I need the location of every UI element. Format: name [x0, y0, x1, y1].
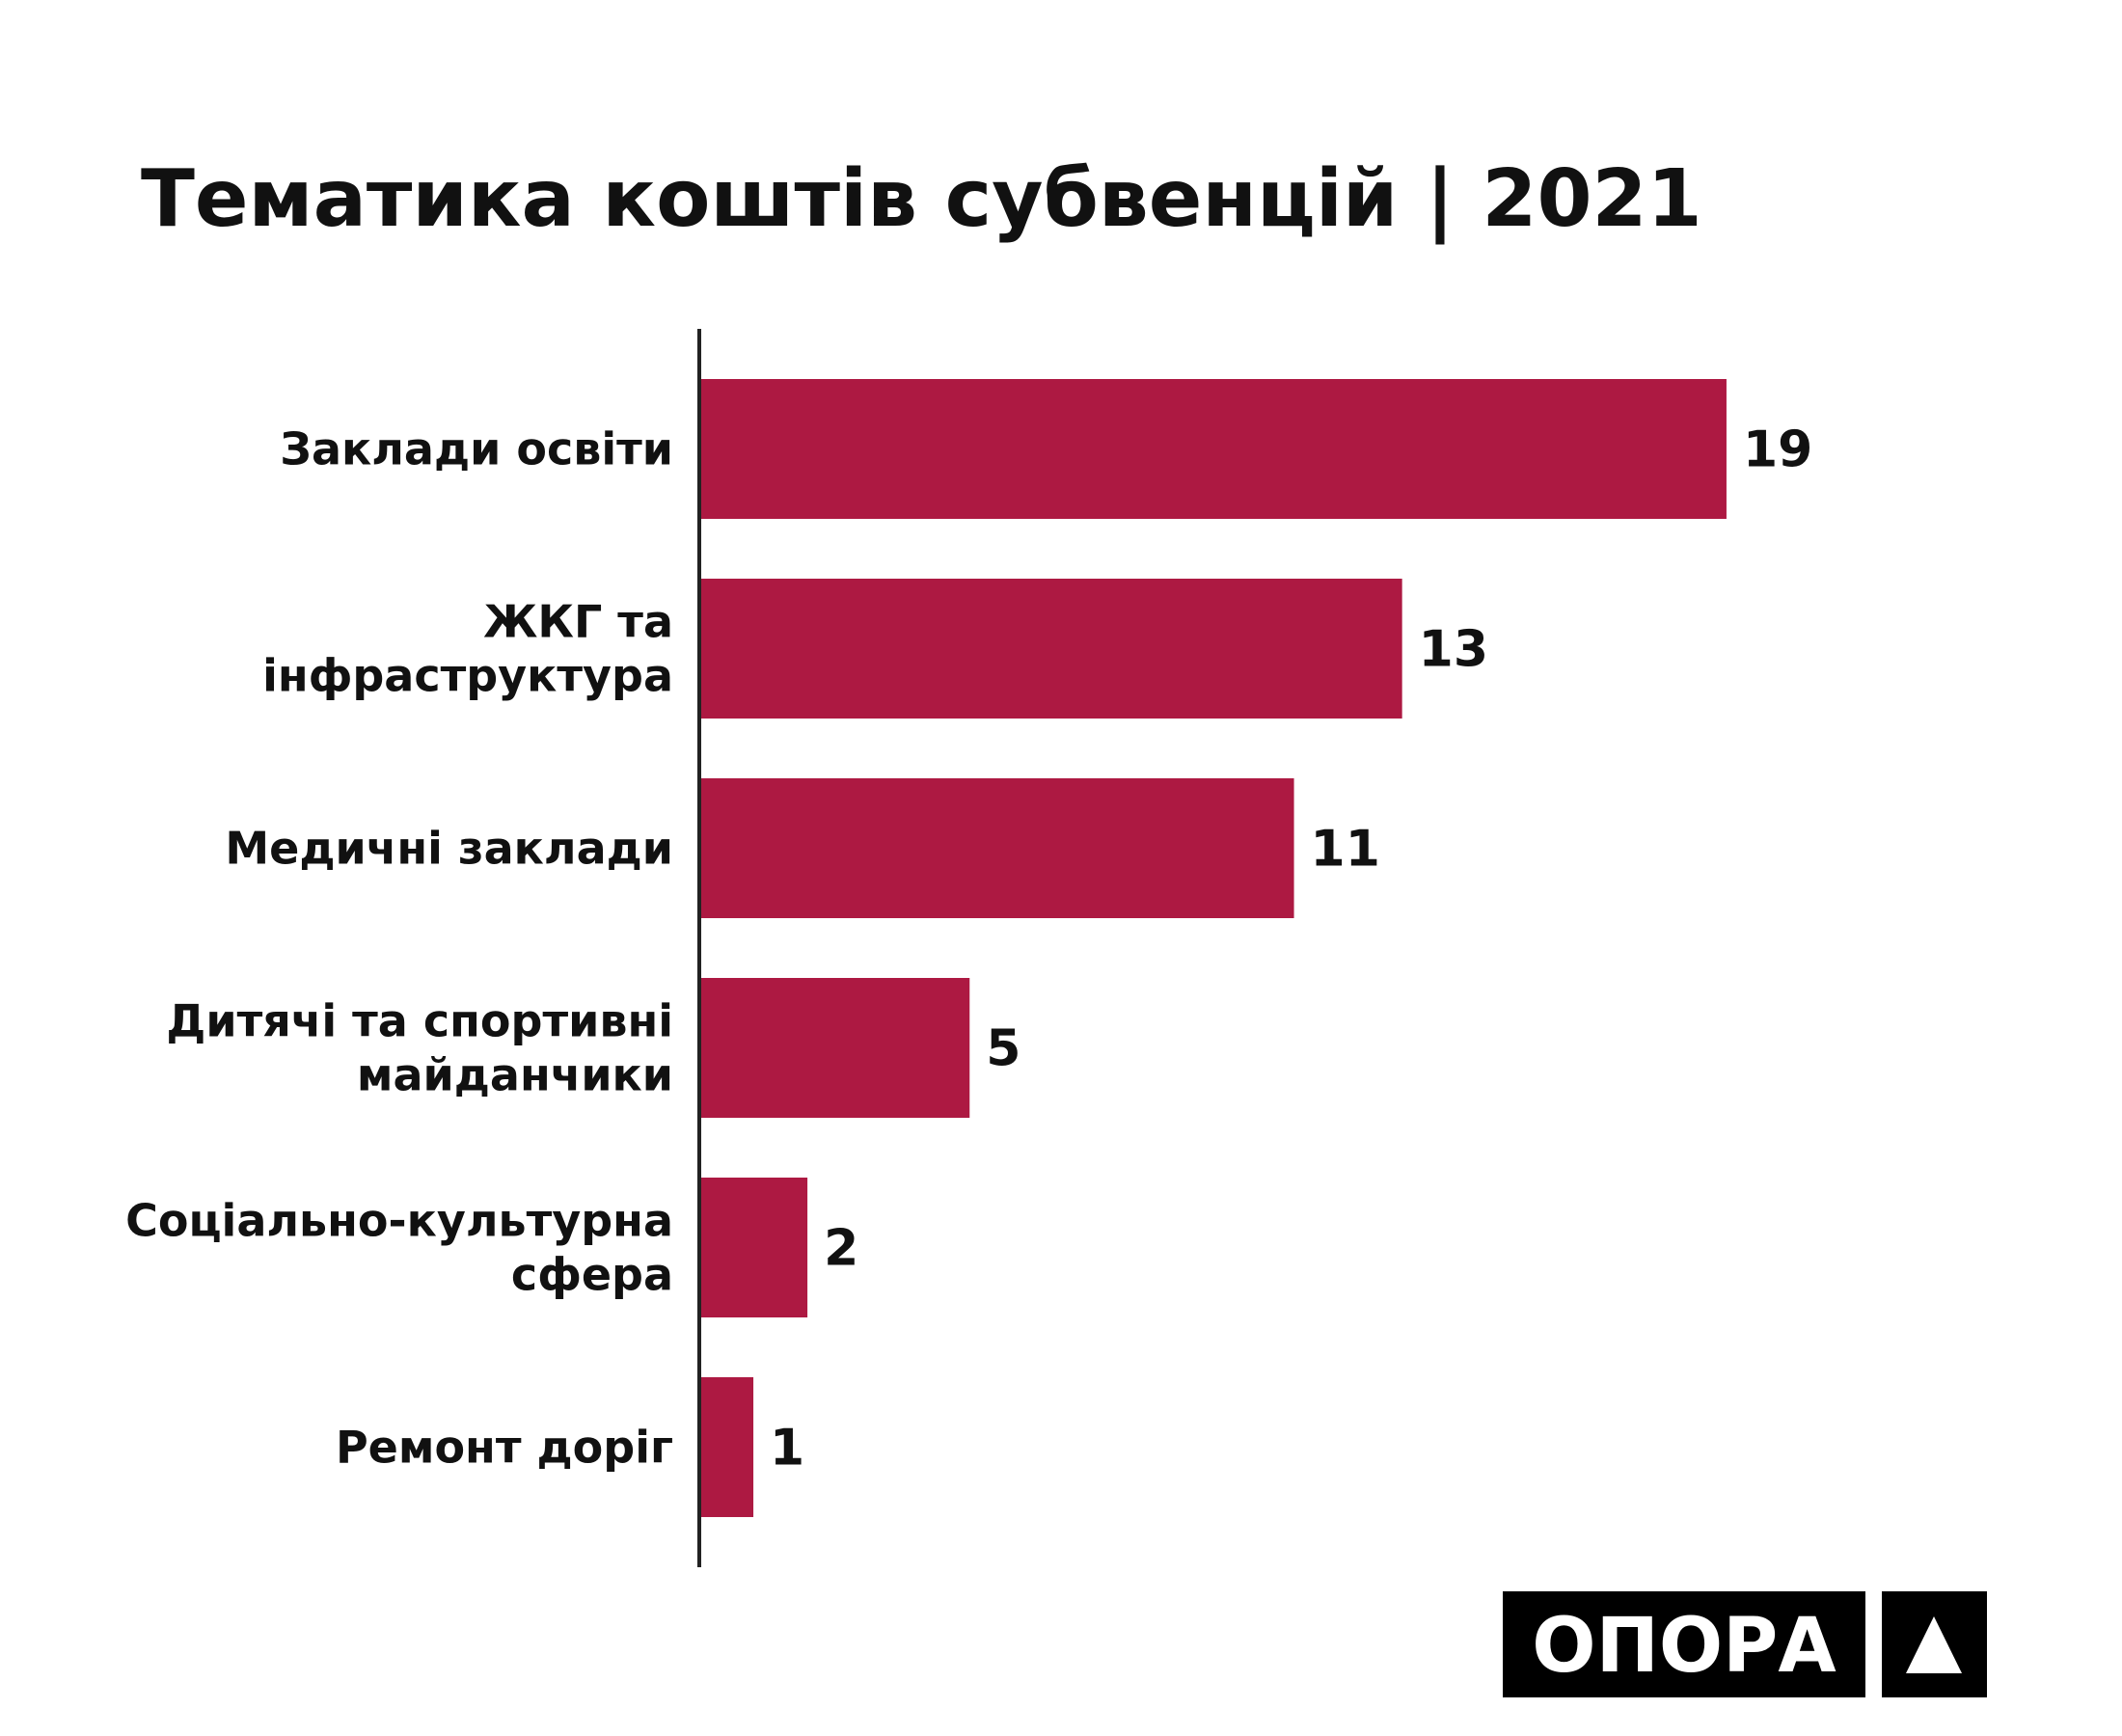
logo-text: ОПОРА — [1532, 1603, 1836, 1690]
category-label: Дитячі та спортивні майданчики — [166, 995, 673, 1101]
category-label: Соціально-культурна сфера — [125, 1195, 673, 1301]
category-label: Заклади освіти — [280, 423, 673, 475]
logo-triangle — [1906, 1616, 1962, 1673]
bar — [699, 579, 1402, 719]
bar — [699, 379, 1727, 519]
value-label: 19 — [1743, 421, 1812, 479]
bar — [699, 1377, 754, 1517]
bar — [699, 1178, 808, 1317]
category-label: Медичні заклади — [225, 823, 673, 875]
chart-title: Тематика коштів субвенцій | 2021 — [141, 153, 1702, 246]
category-label: ЖКГ та інфраструктура — [262, 596, 673, 702]
value-label: 1 — [770, 1420, 804, 1478]
category-label: Ремонт доріг — [336, 1422, 673, 1474]
value-label: 2 — [824, 1220, 858, 1278]
value-label: 13 — [1419, 621, 1488, 679]
bar — [699, 778, 1294, 918]
value-label: 11 — [1311, 821, 1380, 879]
value-label: 5 — [986, 1020, 1020, 1078]
logo-box — [1503, 1591, 1865, 1697]
bar — [699, 978, 970, 1118]
